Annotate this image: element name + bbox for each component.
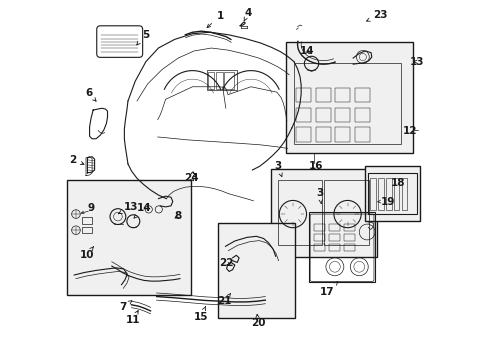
Text: 7: 7 <box>119 301 132 312</box>
Text: 13: 13 <box>118 202 138 214</box>
Bar <box>216 72 222 89</box>
Bar <box>335 108 349 122</box>
Text: 18: 18 <box>390 178 405 188</box>
Bar <box>67 180 190 295</box>
Bar <box>369 178 375 211</box>
Bar <box>354 88 369 102</box>
Text: 16: 16 <box>308 161 323 171</box>
Bar <box>285 42 412 153</box>
Text: 9: 9 <box>87 203 94 213</box>
Bar <box>315 88 330 102</box>
Bar <box>206 70 237 90</box>
Bar <box>335 88 349 102</box>
Bar <box>324 180 368 244</box>
Bar <box>354 127 369 141</box>
Bar <box>335 127 349 141</box>
Bar <box>295 127 310 141</box>
Bar <box>344 244 354 251</box>
Text: 20: 20 <box>250 314 265 328</box>
Text: 12: 12 <box>402 126 416 135</box>
Text: 24: 24 <box>184 173 198 183</box>
Text: 15: 15 <box>193 307 207 322</box>
Bar <box>344 224 354 231</box>
Text: 4: 4 <box>244 8 251 21</box>
Bar <box>344 234 354 241</box>
Text: 3: 3 <box>273 161 282 176</box>
Bar <box>354 108 369 122</box>
Bar <box>293 63 400 144</box>
Text: 1: 1 <box>206 11 224 28</box>
Bar <box>393 178 399 211</box>
Bar <box>315 108 330 122</box>
Bar <box>82 217 92 224</box>
Text: 10: 10 <box>79 247 94 260</box>
Bar <box>313 234 324 241</box>
Text: 14: 14 <box>134 203 151 218</box>
Text: 13: 13 <box>409 57 424 67</box>
Bar <box>328 224 339 231</box>
Text: 23: 23 <box>366 10 386 21</box>
Bar <box>385 178 391 211</box>
Bar <box>364 166 419 221</box>
Bar <box>82 226 92 233</box>
Bar <box>401 178 407 211</box>
Bar <box>271 169 376 257</box>
Bar <box>207 72 214 89</box>
Text: 19: 19 <box>380 197 394 207</box>
Bar <box>315 127 330 141</box>
Bar <box>328 234 339 241</box>
Text: 11: 11 <box>125 311 140 325</box>
Text: 6: 6 <box>85 88 96 101</box>
Text: 14: 14 <box>299 46 314 56</box>
Bar <box>313 224 324 231</box>
Text: 22: 22 <box>219 258 233 268</box>
Bar <box>295 88 310 102</box>
Bar <box>277 180 322 244</box>
Bar <box>295 108 310 122</box>
Bar <box>224 72 234 89</box>
Text: 17: 17 <box>319 282 337 297</box>
Bar <box>377 178 383 211</box>
Text: 21: 21 <box>217 293 231 306</box>
Bar <box>217 223 294 318</box>
Bar <box>367 173 416 214</box>
Bar <box>328 244 339 251</box>
Bar <box>313 244 324 251</box>
Bar <box>308 212 375 282</box>
Text: 5: 5 <box>137 30 149 45</box>
Text: 8: 8 <box>174 211 182 221</box>
Text: 3: 3 <box>316 188 323 204</box>
Text: 2: 2 <box>69 155 84 165</box>
